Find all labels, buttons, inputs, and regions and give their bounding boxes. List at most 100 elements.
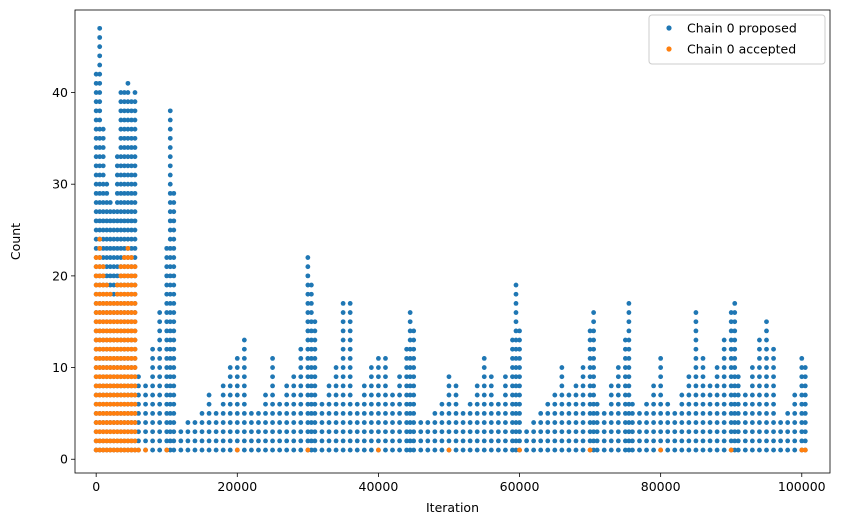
data-point [104, 200, 110, 205]
data-point [732, 365, 738, 370]
data-point [167, 374, 173, 380]
data-point [125, 420, 131, 425]
data-point [100, 236, 106, 242]
data-point [368, 383, 374, 389]
data-point [107, 328, 113, 334]
data-point [291, 411, 297, 416]
data-point [129, 365, 134, 370]
data-point [125, 346, 131, 352]
data-point [167, 200, 173, 205]
data-point [312, 374, 318, 380]
data-point [538, 420, 544, 425]
data-point [100, 383, 106, 389]
data-point [601, 411, 607, 416]
data-point [125, 264, 131, 270]
data-point [312, 392, 318, 398]
data-point [305, 328, 311, 334]
data-point [340, 411, 346, 416]
data-point [97, 99, 103, 105]
data-point [143, 411, 148, 416]
data-point [792, 392, 798, 398]
data-point [164, 300, 170, 306]
data-point [453, 420, 459, 425]
data-point [114, 190, 120, 196]
data-point [732, 319, 738, 325]
data-point [742, 411, 748, 416]
data-point [376, 447, 381, 453]
data-point [93, 411, 99, 416]
data-point [167, 227, 173, 233]
data-point [361, 438, 367, 444]
data-point [404, 392, 410, 398]
data-point [513, 319, 519, 325]
data-point [93, 365, 99, 370]
data-point [742, 438, 748, 444]
data-point [121, 108, 127, 114]
data-point [118, 245, 124, 251]
data-point [517, 337, 522, 343]
data-point [125, 218, 131, 224]
data-point [114, 328, 120, 334]
data-point [802, 411, 808, 416]
data-point [100, 181, 106, 187]
data-point [305, 429, 311, 435]
data-point [118, 264, 124, 270]
data-point [404, 346, 410, 352]
data-point [383, 401, 388, 407]
data-point [510, 411, 515, 416]
data-point [121, 236, 127, 242]
data-point [97, 300, 103, 306]
data-point [111, 420, 117, 425]
data-point [132, 300, 138, 306]
data-point [742, 392, 748, 398]
data-point [121, 255, 127, 260]
data-point [591, 365, 597, 370]
data-point [686, 420, 692, 425]
data-point [97, 62, 103, 68]
data-point [97, 163, 103, 169]
data-point [785, 447, 791, 453]
data-point [686, 411, 692, 416]
data-point [93, 209, 99, 215]
data-point [432, 411, 438, 416]
data-point [510, 420, 515, 425]
data-point [277, 447, 283, 453]
data-point [93, 447, 99, 453]
data-point [658, 383, 664, 389]
data-point [129, 328, 134, 334]
data-point [407, 337, 413, 343]
data-point [291, 392, 297, 398]
data-point [615, 401, 621, 407]
data-point [308, 300, 314, 306]
data-point [347, 319, 353, 325]
data-point [129, 190, 134, 196]
data-point [118, 438, 124, 444]
data-point [171, 337, 177, 343]
data-point [728, 392, 734, 398]
data-point [164, 365, 170, 370]
data-point [114, 200, 120, 205]
data-point [728, 319, 734, 325]
data-point [622, 374, 628, 380]
data-point [411, 337, 417, 343]
data-point [167, 190, 173, 196]
data-point [157, 328, 163, 334]
data-point [206, 401, 212, 407]
data-point [100, 401, 106, 407]
data-point [171, 328, 177, 334]
data-point [206, 438, 212, 444]
data-point [164, 447, 170, 453]
data-point [390, 392, 395, 398]
data-point [104, 264, 110, 270]
data-point [171, 411, 177, 416]
data-point [270, 447, 275, 453]
data-point [481, 392, 487, 398]
x-tick-label: 60000 [500, 479, 540, 494]
data-point [114, 374, 120, 380]
data-point [573, 447, 579, 453]
data-point [312, 429, 318, 435]
data-point [97, 420, 103, 425]
data-point [721, 383, 727, 389]
data-point [792, 447, 798, 453]
data-point [513, 392, 519, 398]
